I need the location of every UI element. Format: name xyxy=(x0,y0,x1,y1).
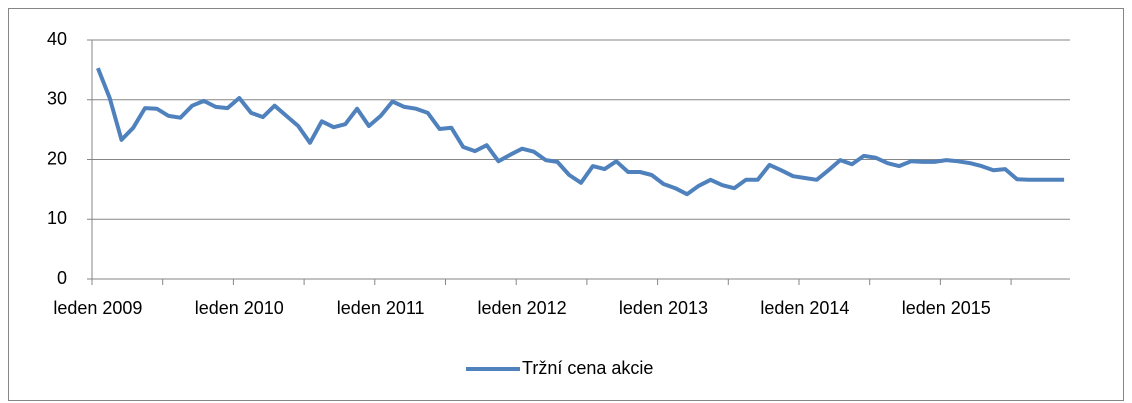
y-tick-label: 20 xyxy=(47,148,67,168)
x-tick-label: leden 2012 xyxy=(478,298,567,318)
legend-label: Tržní cena akcie xyxy=(522,358,653,378)
series-line xyxy=(96,67,1065,197)
y-tick-label: 10 xyxy=(47,208,67,228)
x-tick-label: leden 2010 xyxy=(195,298,284,318)
x-tick-label: leden 2015 xyxy=(902,298,991,318)
x-tick-label: leden 2009 xyxy=(53,298,142,318)
x-tick-label: leden 2013 xyxy=(619,298,708,318)
x-tick-label: leden 2011 xyxy=(337,298,425,318)
y-tick-label: 40 xyxy=(47,29,67,49)
x-tick-label: leden 2014 xyxy=(760,298,849,318)
y-tick-label: 0 xyxy=(57,268,67,288)
chart-border xyxy=(8,8,1124,401)
y-tick-label: 30 xyxy=(47,89,67,109)
